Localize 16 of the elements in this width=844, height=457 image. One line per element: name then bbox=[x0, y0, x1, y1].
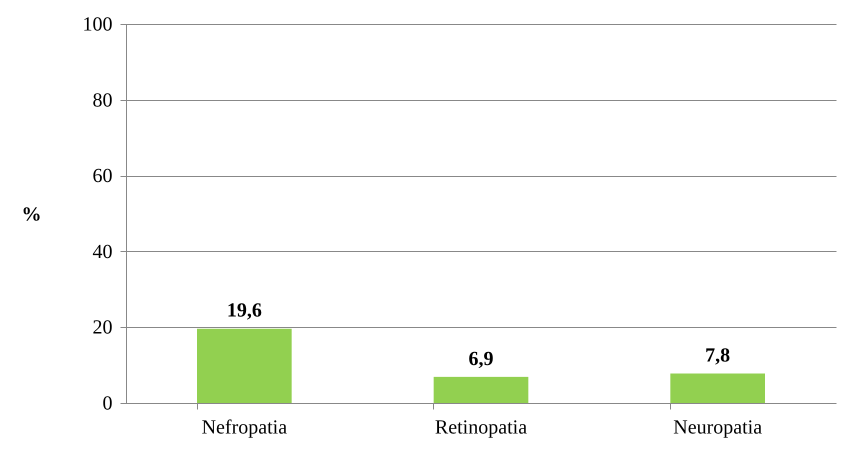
x-tick-label: Retinopatia bbox=[434, 416, 528, 438]
y-tick-label: 20 bbox=[92, 316, 112, 339]
data-label: 19,6 bbox=[226, 300, 262, 322]
y-tick-label: 0 bbox=[102, 392, 112, 414]
y-tick-label: 60 bbox=[92, 165, 112, 188]
y-tick-label: 40 bbox=[92, 240, 112, 263]
y-tick-label: 80 bbox=[92, 89, 112, 112]
y-axis-title: % bbox=[22, 204, 42, 226]
x-tick-label: Nefropatia bbox=[202, 416, 288, 438]
y-tick-label: 100 bbox=[82, 14, 112, 36]
bar bbox=[197, 328, 292, 403]
data-label: 7,8 bbox=[705, 344, 730, 366]
bar bbox=[434, 376, 528, 403]
bar bbox=[670, 373, 765, 403]
x-tick-label: Neuropatia bbox=[673, 416, 762, 438]
data-label: 6,9 bbox=[468, 348, 494, 370]
